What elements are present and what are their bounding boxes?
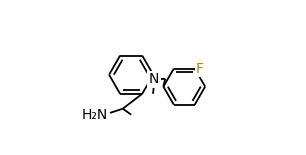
Text: F: F bbox=[196, 62, 204, 75]
Text: H₂N: H₂N bbox=[81, 108, 108, 122]
Text: N: N bbox=[149, 73, 159, 86]
